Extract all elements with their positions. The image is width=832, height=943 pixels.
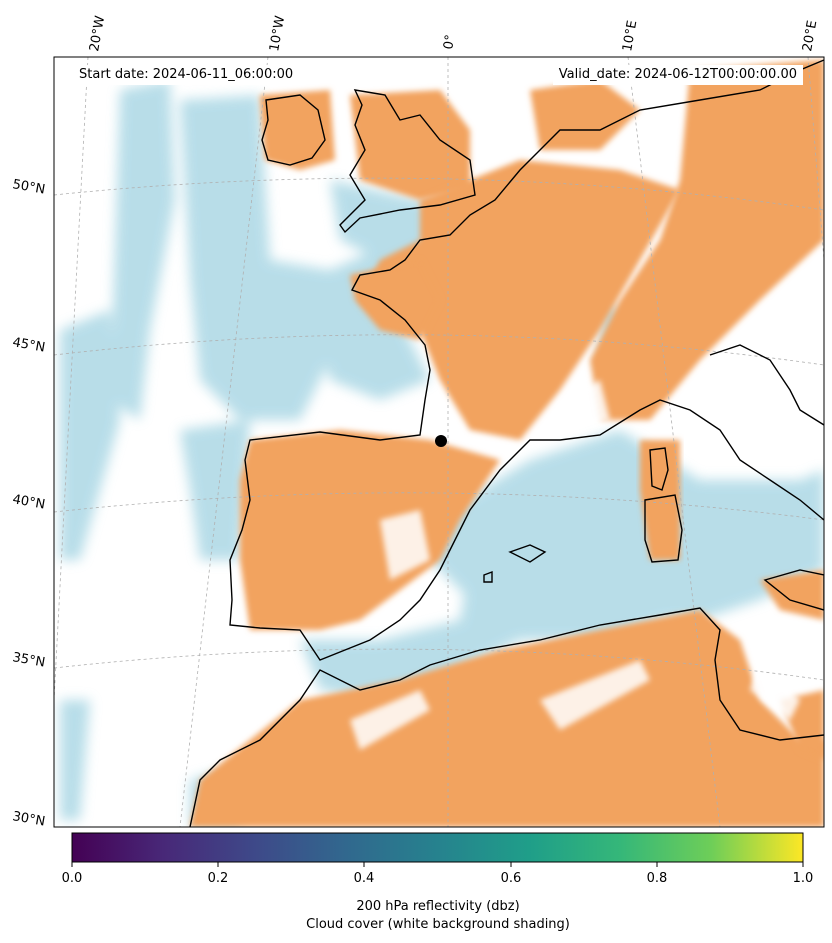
lon-label-0: 0° [441,34,458,51]
coast-mallorca [508,544,547,563]
valid-date-label: Valid_date: 2024-06-12T00:00:00.00 [552,65,803,85]
lon-label-10w: 10°W [267,15,288,53]
coast-sardinia [644,494,683,563]
colorbar-sublabel: Cloud cover (white background shading) [306,917,570,932]
map-field-layer [54,57,824,827]
colorbar-ticks [71,862,804,867]
coast-sicily [763,569,824,611]
coast-ireland [261,94,326,166]
reflectivity-field [190,60,824,827]
coast-ibiza [483,570,493,583]
lon-label-10e: 10°E [620,19,640,52]
latitude-labels: 50°N 45°N 40°N 35°N 30°N [11,177,46,829]
start-date-label: Start date: 2024-06-11_06:00:00 [73,65,300,85]
colorbar-tick-label: 0.8 [646,871,668,886]
longitude-labels: 20°W 10°W 0° 10°E 20°E [87,15,820,53]
coastlines [189,59,824,827]
colorbar-tick-label: 1.0 [792,871,814,886]
colorbar-label: 200 hPa reflectivity (dbz) [356,899,520,914]
lat-label-50n: 50°N [11,177,46,197]
coast-italy [709,344,824,426]
clear-sky-streaks [350,380,800,750]
colorbar-tick-label: 0.0 [61,871,83,886]
colorbar-tick-label: 0.4 [353,871,375,886]
location-marker [435,435,447,447]
coast-corsica [649,447,669,491]
graticule [54,57,824,827]
lat-label-30n: 30°N [11,809,46,829]
lat-label-40n: 40°N [11,492,46,512]
colorbar-tick-label: 0.2 [207,871,229,886]
colorbar-tick-label: 0.6 [500,871,522,886]
lat-label-45n: 45°N [11,335,46,355]
coast-great-britain [339,89,476,234]
lon-label-20w: 20°W [87,15,108,53]
colorbar [71,832,804,863]
map-frame [53,56,825,828]
coast-continent [229,59,824,661]
lon-label-20e: 20°E [800,19,820,52]
coast-north-africa [189,607,824,827]
lat-label-35n: 35°N [11,650,46,670]
